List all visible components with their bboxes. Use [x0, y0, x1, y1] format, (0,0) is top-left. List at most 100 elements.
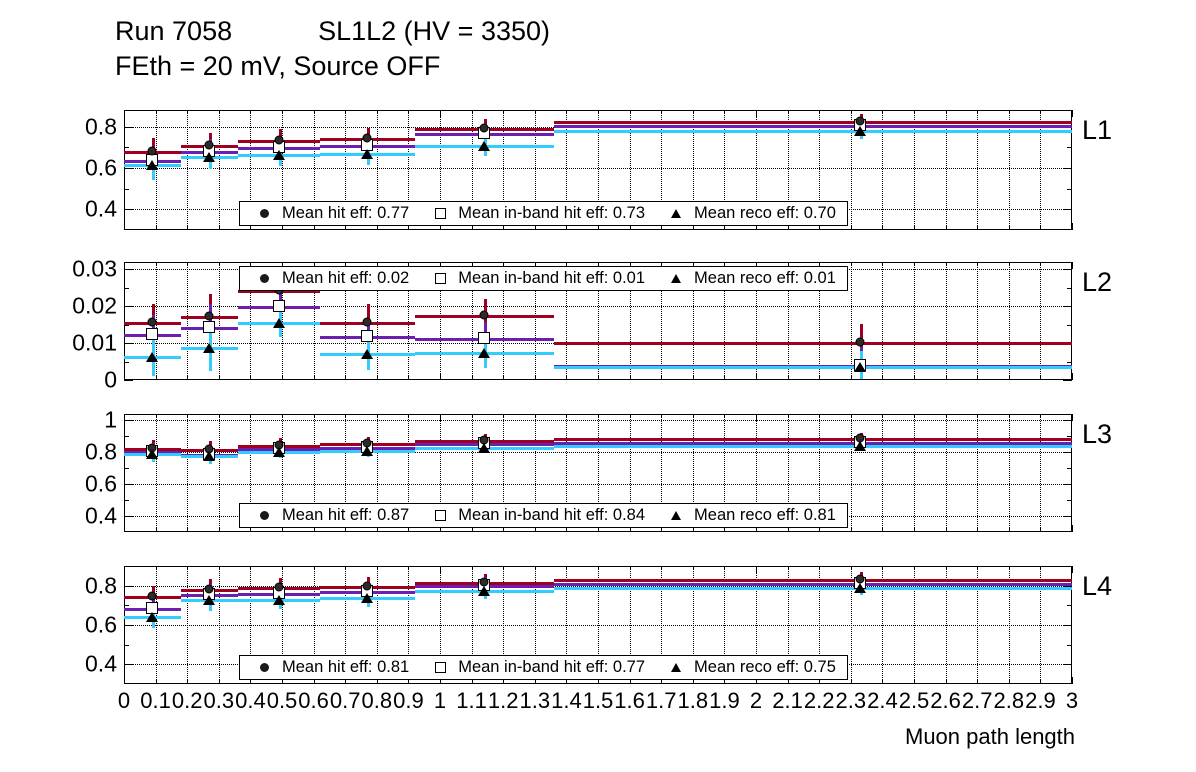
x-axis-tick: [692, 566, 694, 570]
x-axis-tick: [471, 262, 473, 266]
gridline-vertical: [408, 262, 410, 380]
x-axis-tick: [914, 376, 915, 380]
x-axis-tick-label: 0.6: [298, 688, 329, 713]
x-axis-tick: [187, 262, 189, 266]
marker-hit-eff: [204, 584, 214, 594]
y-axis-tick: [124, 167, 133, 169]
gridline-vertical: [692, 110, 694, 230]
circle-marker-icon: [249, 209, 279, 218]
gridline-vertical: [629, 414, 631, 532]
gridline-vertical: [629, 110, 631, 230]
x-axis-tick: [124, 414, 125, 421]
gridline-vertical: [218, 414, 220, 532]
gridline-vertical: [440, 110, 441, 230]
square-marker-icon: [425, 273, 455, 284]
x-axis-tick: [914, 528, 915, 532]
x-axis-tick: [724, 414, 726, 418]
marker-reco-eff: [203, 595, 216, 606]
y-axis-tick-label: 0.6: [85, 154, 117, 181]
x-axis-tick: [724, 566, 726, 570]
legend-label-reco-eff: Mean reco eff: 0.75: [694, 658, 836, 676]
x-axis-tick: [408, 566, 410, 570]
x-axis-tick: [376, 528, 378, 532]
x-axis-tick: [945, 226, 947, 230]
gridline-vertical: [440, 262, 441, 380]
x-axis-tick: [440, 262, 441, 269]
x-axis-tick: [218, 262, 220, 266]
y-axis-tick: [124, 380, 133, 381]
y-axis-tick-label: 1: [104, 406, 117, 433]
gridline-horizontal: [124, 484, 1072, 486]
x-axis-tick: [566, 262, 568, 266]
x-axis-tick: [1040, 566, 1042, 570]
x-axis-tick: [692, 262, 694, 266]
legend-l4: Mean hit eff: 0.81 Mean in-band hit eff:…: [239, 655, 848, 680]
y-axis-minor-tick: [124, 500, 129, 502]
y-axis-tick: [1063, 484, 1072, 486]
x-axis-tick: [471, 566, 473, 570]
x-axis-tick: [1008, 226, 1010, 230]
x-axis-tick: [629, 528, 631, 532]
gridline-horizontal: [124, 306, 1072, 308]
gridline-vertical: [440, 414, 441, 532]
gridline-vertical: [787, 262, 789, 380]
x-axis-tick: [787, 414, 789, 418]
gridline-vertical: [850, 414, 852, 532]
x-axis-tick: [914, 414, 915, 418]
y-axis-tick: [1063, 452, 1072, 454]
series-segment-inband: [553, 441, 1072, 445]
gridline-vertical: [882, 414, 884, 532]
x-axis-tick: [376, 110, 378, 114]
x-axis-tick-label: 3: [1065, 688, 1079, 713]
x-axis-tick: [218, 376, 220, 380]
x-axis-tick: [124, 677, 125, 684]
x-axis-tick: [756, 373, 757, 380]
x-axis-tick: [629, 566, 631, 570]
x-axis-tick: [1008, 262, 1010, 266]
gridline-vertical: [882, 262, 884, 380]
y-axis-minor-tick: [1067, 605, 1072, 607]
x-axis-tick: [945, 414, 947, 418]
gridline-vertical: [566, 262, 568, 380]
x-axis-tick: [313, 566, 315, 570]
x-axis-tick: [819, 110, 821, 114]
x-axis-tick: [1040, 110, 1042, 114]
x-axis-tick: [566, 376, 568, 380]
x-axis-tick: [440, 677, 441, 684]
y-axis-minor-tick: [1067, 436, 1072, 438]
gridline-vertical: [345, 110, 347, 230]
x-axis-tick: [155, 376, 157, 380]
x-axis-tick: [945, 680, 947, 684]
x-axis-tick: [408, 262, 410, 266]
x-axis-tick: [914, 566, 915, 570]
legend-label-hit-eff: Mean hit eff: 0.81: [282, 658, 410, 676]
gridline-vertical: [250, 262, 252, 380]
gridline-vertical: [376, 110, 378, 230]
y-axis-tick: [124, 664, 133, 666]
x-axis-tick: [534, 262, 536, 266]
circle-marker-icon: [249, 511, 279, 520]
x-axis-tick: [566, 528, 568, 532]
x-axis-tick: [756, 414, 757, 421]
x-axis-tick: [124, 373, 125, 380]
x-axis-tick-label: 0.3: [203, 688, 235, 713]
plot-title-line-2: FEth = 20 mV, Source OFF: [115, 51, 441, 82]
marker-reco-eff: [203, 342, 216, 353]
legend-l2: Mean hit eff: 0.02 Mean in-band hit eff:…: [239, 266, 848, 291]
x-axis-tick: [661, 566, 663, 570]
x-axis-tick: [850, 262, 852, 266]
x-axis-tick: [155, 680, 157, 684]
x-axis-tick: [945, 262, 947, 266]
triangle-marker-icon: [661, 663, 691, 672]
legend-entry-inband-hit-eff: Mean in-band hit eff: 0.01: [425, 269, 661, 288]
x-axis-tick: [282, 226, 283, 230]
x-axis-tick: [598, 226, 599, 230]
gridline-vertical: [534, 110, 536, 230]
x-axis-tick-label: 2.3: [835, 688, 867, 713]
gridline-vertical: [376, 262, 378, 380]
x-axis-tick: [724, 110, 726, 114]
y-axis-tick: [1063, 209, 1072, 211]
x-axis-tick: [250, 528, 252, 532]
x-axis-tick-label: 2.5: [898, 688, 930, 713]
x-axis-tick: [345, 414, 347, 418]
